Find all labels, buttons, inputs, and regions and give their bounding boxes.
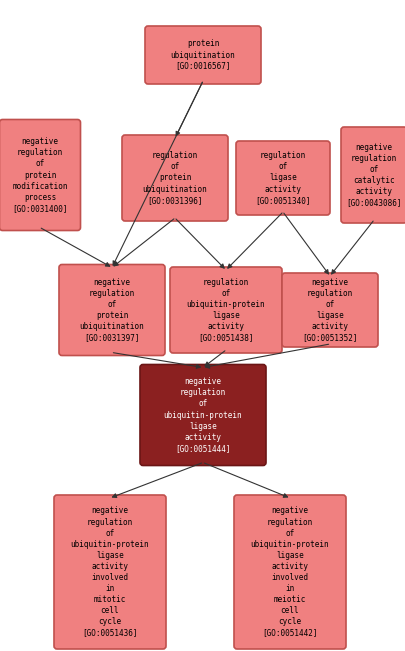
- FancyBboxPatch shape: [54, 495, 166, 649]
- FancyBboxPatch shape: [59, 264, 164, 355]
- Text: negative
regulation
of
catalytic
activity
[GO:0043086]: negative regulation of catalytic activit…: [345, 143, 401, 207]
- FancyBboxPatch shape: [140, 365, 265, 465]
- FancyBboxPatch shape: [233, 495, 345, 649]
- Text: regulation
of
ligase
activity
[GO:0051340]: regulation of ligase activity [GO:005134…: [255, 151, 310, 204]
- FancyBboxPatch shape: [340, 127, 405, 223]
- Text: negative
regulation
of
ubiquitin-protein
ligase
activity
involved
in
meiotic
cel: negative regulation of ubiquitin-protein…: [250, 506, 328, 637]
- Text: regulation
of
ubiquitin-protein
ligase
activity
[GO:0051438]: regulation of ubiquitin-protein ligase a…: [186, 278, 264, 342]
- FancyBboxPatch shape: [235, 141, 329, 215]
- FancyBboxPatch shape: [281, 273, 377, 347]
- Text: negative
regulation
of
protein
modification
process
[GO:0031400]: negative regulation of protein modificat…: [12, 137, 68, 213]
- FancyBboxPatch shape: [0, 120, 80, 230]
- FancyBboxPatch shape: [170, 267, 281, 353]
- Text: negative
regulation
of
ligase
activity
[GO:0051352]: negative regulation of ligase activity […: [301, 278, 357, 342]
- Text: negative
regulation
of
ubiquitin-protein
ligase
activity
involved
in
mitotic
cel: negative regulation of ubiquitin-protein…: [70, 506, 149, 637]
- FancyBboxPatch shape: [122, 135, 228, 221]
- Text: negative
regulation
of
ubiquitin-protein
ligase
activity
[GO:0051444]: negative regulation of ubiquitin-protein…: [163, 377, 242, 453]
- Text: regulation
of
protein
ubiquitination
[GO:0031396]: regulation of protein ubiquitination [GO…: [142, 151, 207, 204]
- Text: negative
regulation
of
protein
ubiquitination
[GO:0031397]: negative regulation of protein ubiquitin…: [79, 278, 144, 342]
- Text: protein
ubiquitination
[GO:0016567]: protein ubiquitination [GO:0016567]: [170, 40, 235, 70]
- FancyBboxPatch shape: [145, 26, 260, 84]
